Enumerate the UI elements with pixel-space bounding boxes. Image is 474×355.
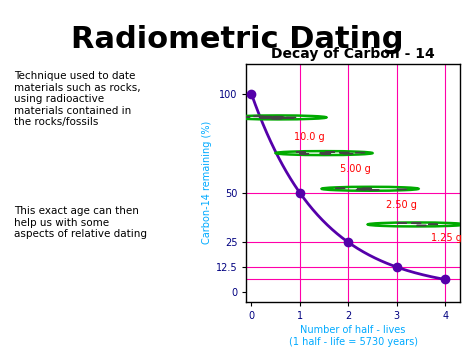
Circle shape: [362, 189, 372, 190]
Circle shape: [272, 117, 281, 118]
Circle shape: [355, 152, 365, 153]
Text: Radiometric Dating: Radiometric Dating: [71, 25, 403, 54]
Text: 2.50 g: 2.50 g: [386, 200, 417, 210]
Title: Decay of Carbon - 14: Decay of Carbon - 14: [271, 47, 435, 61]
Circle shape: [336, 188, 345, 189]
Text: 1.25 g: 1.25 g: [431, 233, 462, 243]
Circle shape: [339, 152, 349, 153]
Text: 10.0 g: 10.0 g: [294, 132, 325, 142]
Circle shape: [273, 116, 283, 117]
X-axis label: Number of half - lives
(1 half - life = 5730 years): Number of half - lives (1 half - life = …: [289, 325, 418, 346]
Text: Technique used to date
materials such as rocks,
using radioactive
materials cont: Technique used to date materials such as…: [14, 71, 141, 127]
Circle shape: [274, 117, 283, 118]
Circle shape: [263, 116, 273, 117]
Circle shape: [362, 188, 372, 189]
Text: This exact age can then
help us with some
aspects of relative dating: This exact age can then help us with som…: [14, 206, 147, 239]
Text: 5.00 g: 5.00 g: [339, 164, 370, 174]
Circle shape: [417, 225, 426, 226]
Circle shape: [271, 118, 281, 119]
Circle shape: [344, 153, 353, 154]
Y-axis label: Carbon-14 remaining (%): Carbon-14 remaining (%): [201, 121, 212, 245]
Circle shape: [286, 117, 296, 118]
Circle shape: [397, 189, 407, 190]
